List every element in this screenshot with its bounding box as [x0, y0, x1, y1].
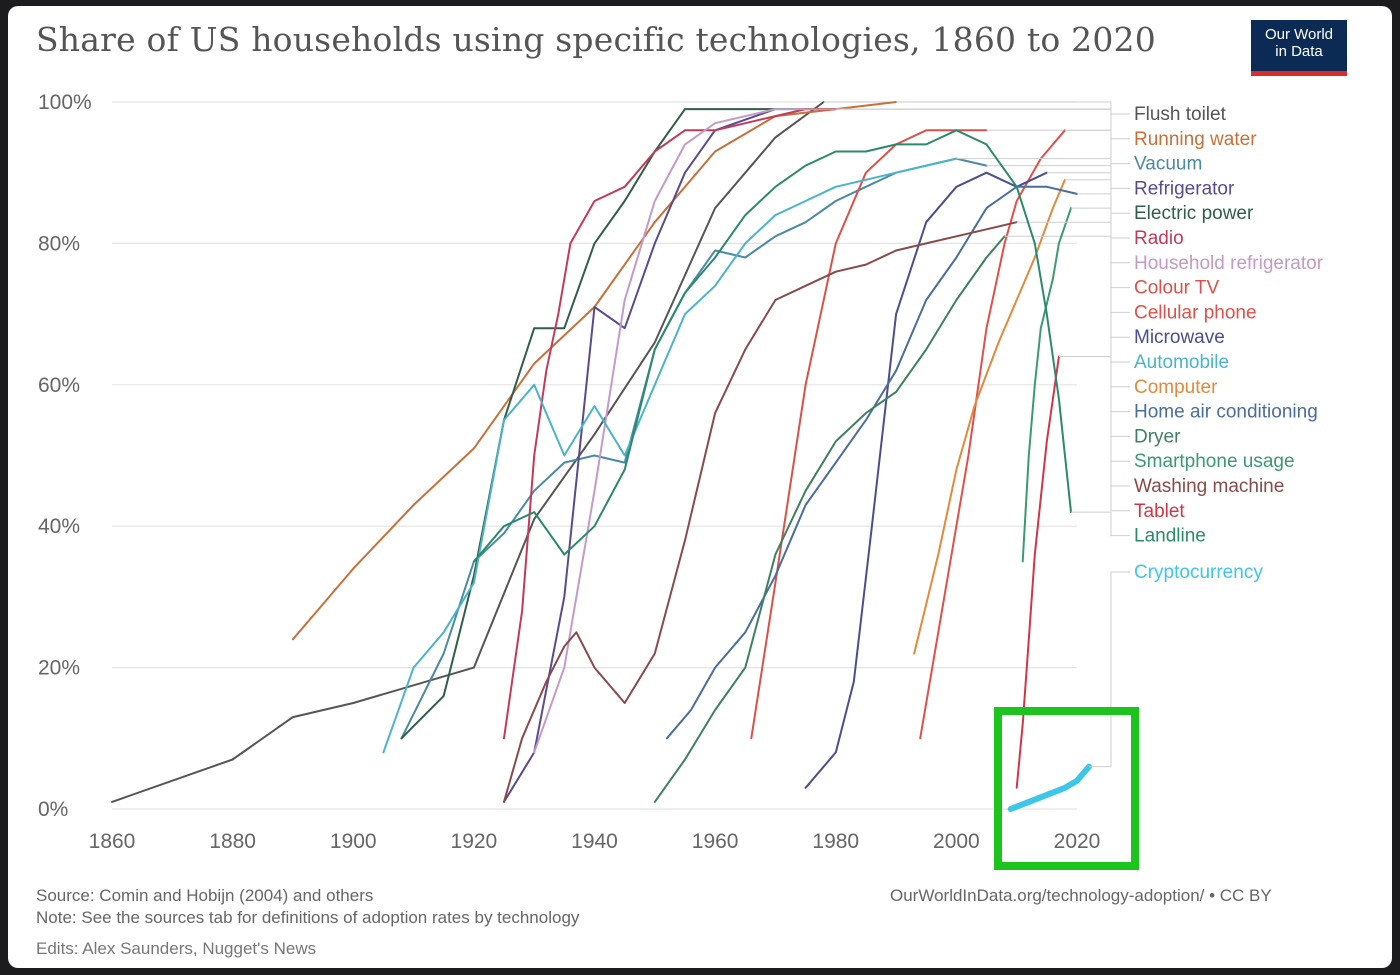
legend-label: Flush toilet [1134, 104, 1227, 125]
legend-label: Computer [1134, 377, 1218, 398]
legend-connector [986, 129, 1130, 289]
series-line [750, 129, 988, 740]
series-line [919, 129, 1066, 740]
series-line [1007, 763, 1093, 812]
series-line [913, 178, 1066, 655]
owid-credit-link[interactable]: OurWorldInData.org/technology-adoption/ … [890, 886, 1272, 905]
series-line [533, 108, 777, 754]
legend-label: Running water [1134, 129, 1257, 150]
y-tick-label: 0% [38, 798, 68, 821]
y-tick-label: 40% [38, 515, 80, 538]
y-tick-label: 60% [38, 374, 80, 397]
legend-label: Radio [1134, 228, 1184, 249]
series-line [665, 185, 1078, 740]
legend-label: Microwave [1134, 327, 1225, 348]
highlight-box [994, 707, 1139, 870]
definition-note: Note: See the sources tab for definition… [36, 908, 580, 927]
edits-credit: Edits: Alex Saunders, Nugget's News [36, 939, 317, 958]
logo-line-1: Our World [1264, 26, 1334, 43]
x-tick-label: 1980 [812, 830, 859, 853]
legend-label: Cryptocurrency [1134, 562, 1263, 583]
legend-connector [823, 101, 1130, 115]
y-tick-label: 20% [38, 657, 80, 680]
legend-connector [986, 163, 1130, 167]
series-line [804, 171, 1048, 789]
series-line [111, 101, 825, 803]
legend-connector [1064, 129, 1130, 313]
series-line [291, 101, 898, 641]
chart-frame: Share of US households using specific te… [8, 6, 1392, 968]
legend-connector [896, 101, 1130, 140]
legend-connector [1058, 356, 1130, 512]
series-line [503, 108, 837, 740]
legend-connector [1077, 193, 1130, 413]
y-tick-label: 100% [38, 91, 92, 114]
legend-connector [1016, 221, 1130, 487]
legend-connector [1064, 179, 1130, 388]
x-tick-label: 1900 [330, 830, 377, 853]
series-line [472, 129, 1072, 563]
source-note: Source: Comin and Hobijn (2004) and othe… [36, 886, 374, 905]
legend-connector [1071, 511, 1130, 537]
legend-label: Home air conditioning [1134, 402, 1318, 423]
x-tick-label: 2020 [1054, 830, 1101, 853]
legend-label: Landline [1134, 526, 1206, 547]
legend-label: Colour TV [1134, 278, 1220, 299]
x-tick-label: 1940 [571, 830, 618, 853]
legend-label: Household refrigerator [1134, 253, 1324, 274]
legend-connector [956, 158, 1130, 363]
legend-label: Washing machine [1134, 476, 1284, 497]
y-tick-label: 80% [38, 232, 80, 255]
x-tick-label: 1860 [89, 830, 136, 853]
x-tick-label: 1960 [692, 830, 739, 853]
legend-label: Refrigerator [1134, 178, 1235, 199]
x-tick-label: 1880 [209, 830, 256, 853]
series-line [382, 157, 958, 754]
legend-label: Vacuum [1134, 154, 1202, 175]
x-tick-label: 1920 [451, 830, 498, 853]
legend-label: Cellular phone [1134, 302, 1257, 323]
series-line [1015, 355, 1060, 789]
legend-label: Automobile [1134, 352, 1229, 373]
legend-label: Electric power [1134, 203, 1254, 224]
legend-label: Smartphone usage [1134, 451, 1295, 472]
legend-label: Dryer [1134, 426, 1181, 447]
legend-connector [1089, 571, 1130, 768]
legend-connector [1071, 207, 1130, 462]
legend-label: Tablet [1134, 501, 1185, 522]
chart-title: Share of US households using specific te… [36, 20, 1156, 59]
x-tick-label: 2000 [933, 830, 980, 853]
series-line [400, 108, 777, 740]
line-chart: 0% 20% 40% 60% 80% 100% 1860 1880 1900 1920 1940 19… [38, 91, 1324, 870]
legend-connector [775, 108, 1130, 214]
series-line [653, 235, 1006, 803]
logo-line-2: in Data [1275, 43, 1323, 60]
series-line [1021, 207, 1072, 563]
series-line [503, 221, 1018, 803]
owid-logo[interactable]: Our World in Data [1251, 20, 1347, 76]
series-line [400, 157, 988, 740]
